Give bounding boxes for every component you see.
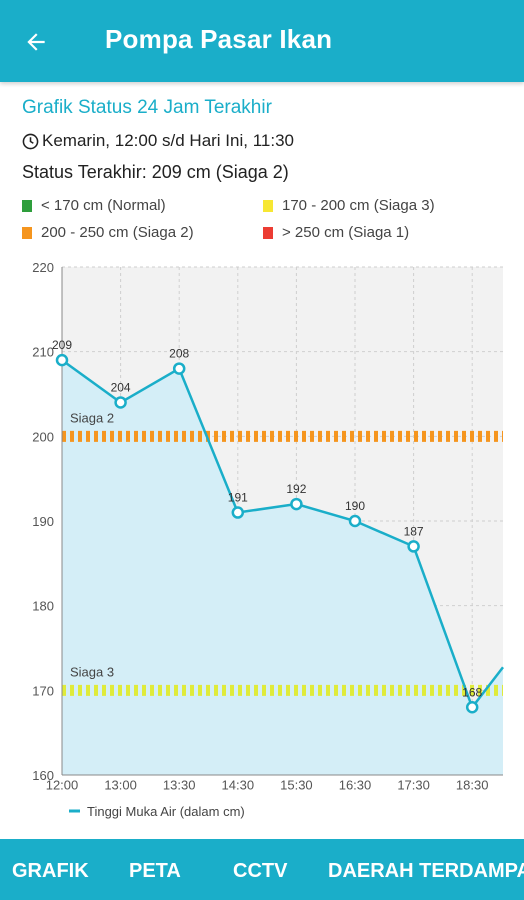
legend-swatch (22, 226, 32, 239)
x-tick-label: 17:30 (397, 778, 430, 793)
data-point (114, 396, 127, 409)
tab-grafik[interactable]: GRAFIK (12, 860, 89, 882)
reference-line-label: Siaga 2 (70, 410, 114, 425)
legend-label: > 250 cm (Siaga 1) (282, 224, 410, 241)
tab-daerah-terdampak[interactable]: DAERAH TERDAMPAK (328, 860, 524, 882)
series-area (62, 360, 503, 775)
bottom-nav: GRAFIK PETA CCTV DAERAH TERDAMPAK (0, 839, 524, 900)
clock-icon (22, 133, 39, 149)
time-range: Kemarin, 12:00 s/d Hari Ini, 11:30 (22, 131, 294, 151)
data-label: 191 (228, 491, 248, 505)
water-level-chart: 160 170 180 190 200 210 220 Siaga 2 Siaga 3 209 20… (0, 248, 524, 840)
legend-siaga-2: 200 - 250 cm (Siaga 2) (22, 224, 194, 241)
x-tick-label: 13:30 (163, 778, 196, 793)
data-point (290, 497, 303, 511)
x-tick-label: 12:00 (46, 778, 79, 793)
legend-normal: < 170 cm (Normal) (22, 197, 166, 214)
page-title: Pompa Pasar Ikan (105, 24, 333, 54)
data-label: 208 (169, 347, 189, 361)
x-tick-label: 13:00 (104, 778, 137, 793)
data-point (465, 701, 479, 714)
legend-swatch (22, 199, 32, 212)
back-button[interactable] (14, 20, 58, 64)
data-label: 209 (52, 338, 72, 352)
y-tick-label: 160 (32, 768, 54, 783)
legend-label: 170 - 200 cm (Siaga 3) (282, 197, 435, 214)
x-tick-label: 14:30 (222, 778, 255, 793)
y-tick-label: 190 (32, 514, 54, 529)
arrow-left-icon (27, 33, 45, 51)
data-label: 192 (286, 482, 306, 496)
chart-svg: 160 170 180 190 200 210 220 Siaga 2 Siaga 3 209 20… (32, 260, 504, 819)
y-tick-label: 210 (32, 345, 54, 360)
y-tick-label: 200 (32, 429, 54, 444)
time-range-text: Kemarin, 12:00 s/d Hari Ini, 11:30 (42, 131, 294, 150)
data-label: 204 (111, 380, 131, 394)
reference-line-label: Siaga 3 (70, 664, 114, 679)
legend-label: 200 - 250 cm (Siaga 2) (41, 224, 194, 241)
legend-swatch (263, 226, 273, 239)
legend-siaga-1: > 250 cm (Siaga 1) (263, 224, 409, 241)
y-tick-label: 170 (32, 683, 54, 698)
data-label: 187 (404, 524, 424, 538)
x-tick-label: 16:30 (339, 778, 372, 793)
legend-siaga-3: 170 - 200 cm (Siaga 3) (263, 197, 435, 214)
chart-section-title: Grafik Status 24 Jam Terakhir (22, 97, 272, 118)
legend-swatch (263, 199, 273, 212)
data-point (172, 362, 186, 375)
tab-peta[interactable]: PETA (129, 860, 181, 882)
legend-label: < 170 cm (Normal) (41, 197, 166, 214)
x-tick-label: 15:30 (280, 778, 313, 793)
data-label: 168 (462, 685, 482, 699)
x-tick-label: 18:30 (456, 778, 489, 793)
data-point (55, 353, 69, 367)
legend-series-label: Tinggi Muka Air (dalam cm) (87, 804, 245, 819)
data-point (407, 540, 420, 553)
tab-cctv[interactable]: CCTV (233, 860, 288, 882)
y-tick-label: 180 (32, 599, 54, 614)
data-point (231, 506, 245, 519)
data-point (348, 514, 362, 528)
data-label: 190 (345, 499, 365, 513)
app-bar: Pompa Pasar Ikan (0, 0, 524, 82)
latest-status: Status Terakhir: 209 cm (Siaga 2) (22, 162, 289, 182)
y-tick-label: 220 (32, 260, 54, 275)
